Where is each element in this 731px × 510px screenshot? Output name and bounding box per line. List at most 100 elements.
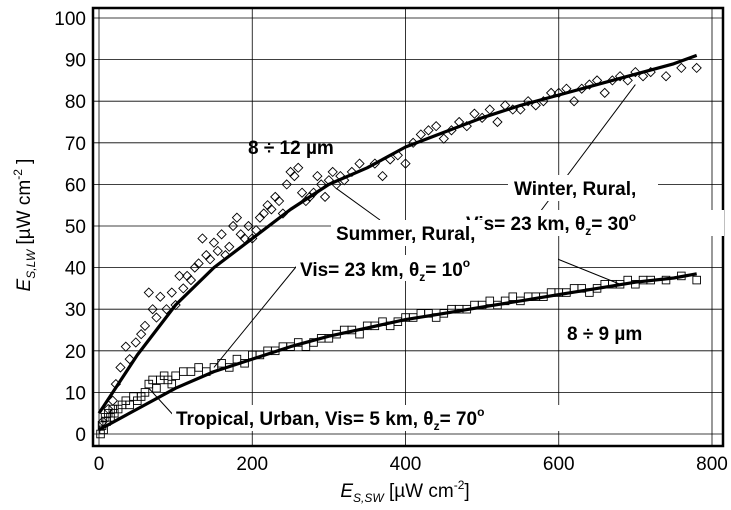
data-point-diamond — [130, 337, 141, 348]
data-point-diamond — [161, 304, 172, 315]
annotation-summer-line2: Vis= 23 km, θz= 10o — [300, 256, 470, 284]
data-point-diamond — [691, 62, 702, 74]
data-point-diamond — [296, 187, 308, 198]
data-point-diamond — [630, 66, 641, 78]
x-tick-label: 0 — [94, 454, 105, 475]
data-point-diamond — [346, 166, 357, 178]
data-point-diamond — [193, 258, 204, 269]
data-point-diamond — [327, 166, 338, 178]
annotation-tropical: Tropical, Urban, Vis= 5 km, θz= 70o — [176, 405, 484, 433]
data-point-square — [508, 292, 518, 301]
y-tick-label: 0 — [75, 425, 86, 446]
leader-lines — [148, 84, 636, 419]
data-point-diamond — [281, 179, 292, 190]
data-point-diamond — [185, 274, 197, 286]
data-point-square — [692, 275, 701, 285]
y-tick-label: 30 — [65, 300, 86, 321]
x-tick-label: 600 — [543, 454, 575, 475]
data-point-diamond — [115, 362, 126, 373]
data-point-diamond — [584, 79, 595, 90]
tick-labels: 0 200 400 600 800 0 10 20 30 40 50 60 70 80 90 100 — [54, 9, 728, 475]
data-point-diamond — [224, 241, 235, 252]
data-point-square — [485, 296, 495, 306]
data-point-diamond — [120, 341, 131, 352]
data-point-diamond — [660, 71, 672, 82]
x-axis-label: ES,SW [µW cm-2] — [340, 478, 469, 505]
fit-curve-diamond — [97, 53, 698, 415]
data-point-square — [179, 367, 188, 376]
data-point-diamond — [258, 208, 269, 219]
data-point-diamond — [637, 71, 649, 82]
data-point-diamond — [312, 170, 323, 182]
y-tick-label: 100 — [54, 9, 86, 30]
data-point-diamond — [599, 87, 610, 99]
y-tick-label: 60 — [65, 175, 86, 196]
annotation-winter-line1: Winter, Rural, — [514, 179, 636, 200]
data-point-square — [171, 371, 180, 381]
annotation-8-12um: 8 ÷ 12 µm — [248, 138, 334, 159]
data-point-diamond — [231, 212, 243, 223]
data-point-diamond — [216, 229, 227, 240]
data-point-diamond — [400, 158, 411, 169]
data-point-diamond — [143, 287, 154, 298]
data-point-diamond — [136, 329, 147, 340]
annotation-bg — [296, 255, 558, 281]
data-point-diamond — [197, 233, 208, 244]
data-point-square — [194, 363, 203, 372]
data-point-diamond — [622, 75, 633, 86]
data-point-diamond — [530, 100, 541, 111]
data-point-diamond — [243, 220, 254, 232]
data-point-diamond — [423, 125, 434, 136]
data-point-diamond — [273, 195, 285, 207]
data-point-diamond — [293, 162, 304, 173]
annotation-bg — [172, 405, 590, 431]
x-tick-label: 400 — [390, 454, 422, 475]
data-point-diamond — [568, 96, 580, 107]
data-point-diamond — [522, 96, 534, 107]
data-point-square — [167, 379, 177, 389]
data-point-diamond — [155, 291, 166, 302]
data-point-diamond — [174, 270, 185, 282]
y-tick-label: 10 — [65, 383, 86, 404]
data-point-diamond — [151, 312, 162, 323]
data-point-diamond — [124, 353, 135, 365]
annotation-leader-line — [554, 257, 621, 285]
data-point-diamond — [319, 191, 331, 203]
y-tick-label: 70 — [65, 134, 86, 155]
fit-curve-square — [98, 272, 697, 432]
data-point-diamond — [212, 245, 223, 257]
y-tick-label: 80 — [65, 92, 86, 113]
annotation-leader-line — [336, 188, 381, 221]
y-axis-label: ES,LW [µW cm-2 ] — [11, 159, 38, 292]
data-point-diamond — [139, 320, 151, 331]
data-point-diamond — [377, 170, 388, 182]
x-tick-label: 800 — [696, 454, 728, 475]
data-point-diamond — [178, 283, 189, 294]
data-point-diamond — [189, 262, 200, 273]
data-point-diamond — [254, 212, 266, 223]
data-point-square — [186, 367, 196, 376]
annotation-summer-line1: Summer, Rural, — [336, 224, 475, 245]
data-point-diamond — [354, 158, 365, 169]
data-point-diamond — [204, 254, 216, 265]
data-point-diamond — [208, 237, 220, 248]
data-point-diamond — [438, 133, 449, 144]
annotation-bg — [508, 175, 658, 201]
x-tick-label: 200 — [236, 454, 268, 475]
annotation-8-9um: 8 ÷ 9 µm — [567, 324, 642, 345]
fit-curves — [97, 53, 698, 432]
data-point-diamond — [469, 108, 480, 119]
annotation-leader-line — [148, 387, 177, 419]
data-point-diamond — [614, 71, 626, 82]
data-point-square — [140, 388, 150, 397]
annotations: 8 ÷ 12 µm 8 ÷ 9 µm Winter, Rural, Vis= 2… — [172, 138, 724, 433]
data-point-diamond — [147, 304, 158, 315]
data-point-diamond — [431, 121, 442, 132]
y-tick-label: 40 — [65, 259, 86, 280]
annotation-leader-line — [527, 84, 636, 229]
data-point-diamond — [166, 287, 177, 298]
data-point-diamond — [676, 62, 687, 74]
data-point-diamond — [289, 170, 300, 182]
annotation-bg — [462, 210, 724, 236]
